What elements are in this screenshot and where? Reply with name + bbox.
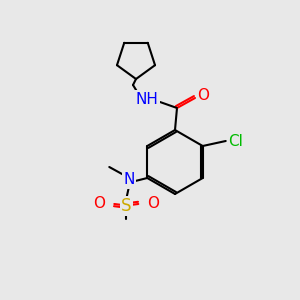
Text: S: S (121, 197, 131, 215)
Text: Cl: Cl (228, 134, 243, 148)
Text: O: O (147, 196, 159, 211)
Text: NH: NH (136, 92, 158, 106)
Text: N: N (124, 172, 135, 188)
Text: O: O (93, 196, 105, 211)
Text: O: O (197, 88, 209, 104)
